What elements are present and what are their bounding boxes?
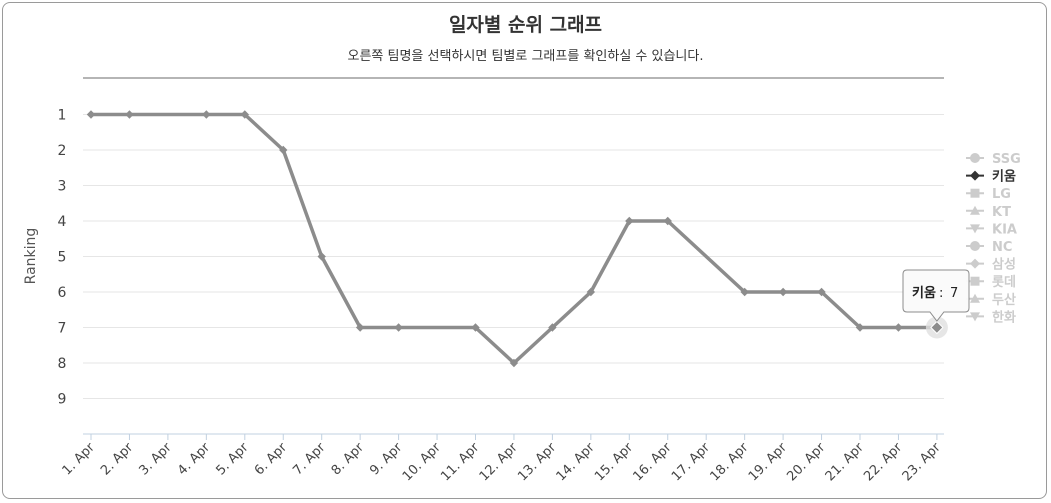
chart-subtitle: 오른쪽 팀명을 선택하시면 팀별로 그래프를 확인하실 수 있습니다. xyxy=(347,49,704,64)
legend-marker-square-icon xyxy=(970,276,980,286)
y-tick-label: 9 xyxy=(58,392,67,408)
x-tick-label: 8. Apr xyxy=(329,440,368,479)
data-point[interactable] xyxy=(778,287,788,297)
legend-marker-triangle-down-icon xyxy=(970,224,980,234)
data-point[interactable] xyxy=(586,287,596,297)
y-tick-label: 7 xyxy=(58,321,67,337)
legend-marker-diamond-icon xyxy=(970,258,980,269)
tooltip-separator: : xyxy=(939,286,943,301)
legend-item-label[interactable]: 롯데 xyxy=(992,275,1016,290)
legend-item-label[interactable]: KT xyxy=(992,205,1011,220)
x-tick-label: 16. Apr xyxy=(631,440,676,485)
legend-item-label[interactable]: NC xyxy=(992,240,1012,255)
y-tick-label: 2 xyxy=(58,143,67,159)
data-point[interactable] xyxy=(240,110,249,119)
tooltip-box xyxy=(902,269,970,322)
x-tick-label: 23. Apr xyxy=(900,440,945,485)
x-tick-label: 18. Apr xyxy=(707,440,752,485)
x-tick-label: 3. Apr xyxy=(137,440,176,479)
data-point[interactable] xyxy=(625,216,634,226)
legend-item-label[interactable]: LG xyxy=(992,187,1011,202)
x-tick-label: 19. Apr xyxy=(746,440,791,485)
legend-marker-triangle-icon xyxy=(970,205,980,215)
legend-marker-triangle-down-icon xyxy=(970,312,980,322)
data-point[interactable] xyxy=(86,110,96,119)
data-point[interactable] xyxy=(548,323,557,332)
data-point[interactable] xyxy=(509,358,519,368)
data-point[interactable] xyxy=(471,323,480,332)
data-point[interactable] xyxy=(855,323,865,332)
legend-item-label[interactable]: 한화 xyxy=(992,309,1016,325)
y-tick-label: 6 xyxy=(58,285,67,301)
data-point[interactable] xyxy=(279,145,288,155)
x-tick-label: 1. Apr xyxy=(60,440,99,479)
x-tick-label: 14. Apr xyxy=(554,440,599,485)
series-line xyxy=(91,112,937,365)
y-tick-label: 8 xyxy=(58,356,67,372)
y-tick-label: 1 xyxy=(58,108,67,124)
data-point[interactable] xyxy=(317,252,326,261)
legend-item-label[interactable]: 키움 xyxy=(992,169,1016,185)
x-tick-label: 4. Apr xyxy=(175,440,214,479)
x-tick-label: 2. Apr xyxy=(98,440,137,479)
x-tick-label: 13. Apr xyxy=(515,440,560,485)
legend-marker-circle-icon xyxy=(970,241,980,251)
legend-item-label[interactable]: SSG xyxy=(992,152,1021,167)
data-point[interactable] xyxy=(894,323,903,332)
data-point[interactable] xyxy=(394,323,403,332)
x-tick-label: 10. Apr xyxy=(400,440,445,485)
x-tick-label: 11. Apr xyxy=(438,440,483,485)
x-tick-label: 7. Apr xyxy=(290,440,329,479)
x-tick-label: 22. Apr xyxy=(861,440,906,485)
y-tick-label: 4 xyxy=(58,214,67,230)
legend-item-label[interactable]: 두산 xyxy=(992,292,1016,308)
data-point[interactable] xyxy=(663,216,672,226)
x-tick-label: 20. Apr xyxy=(784,440,829,485)
legend-marker-square-icon xyxy=(970,188,980,198)
data-point[interactable] xyxy=(930,320,944,335)
x-tick-label: 15. Apr xyxy=(592,440,637,485)
data-point[interactable] xyxy=(125,110,134,119)
legend-item-label[interactable]: KIA xyxy=(992,222,1017,237)
chart-title: 일자별 순위 그래프 xyxy=(448,14,603,36)
legend-marker-circle-icon xyxy=(970,153,980,163)
tooltip-series-label: 키움 xyxy=(912,285,936,301)
tooltip-value: 7 xyxy=(950,286,958,301)
y-axis-label: Ranking xyxy=(23,228,39,285)
legend-item-label[interactable]: 삼성 xyxy=(992,257,1016,273)
data-point[interactable] xyxy=(355,323,365,332)
x-tick-label: 12. Apr xyxy=(477,440,522,485)
x-tick-label: 17. Apr xyxy=(669,440,714,485)
x-tick-label: 21. Apr xyxy=(823,440,868,485)
data-point[interactable] xyxy=(817,287,826,297)
x-tick-label: 6. Apr xyxy=(252,440,291,479)
data-point[interactable] xyxy=(202,110,211,119)
y-tick-label: 5 xyxy=(58,250,67,266)
data-point[interactable] xyxy=(740,287,749,297)
legend-marker-triangle-icon xyxy=(970,293,980,303)
x-tick-label: 5. Apr xyxy=(213,440,252,479)
y-tick-label: 3 xyxy=(58,179,67,195)
legend-marker-diamond-icon xyxy=(970,170,980,181)
